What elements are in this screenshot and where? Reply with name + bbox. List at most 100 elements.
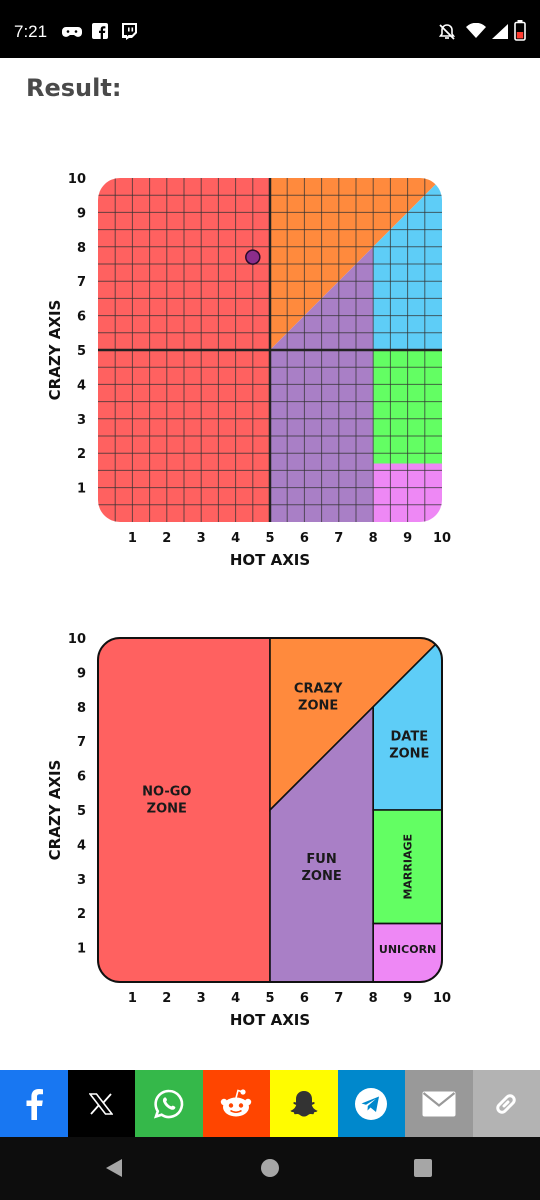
envelope-icon	[422, 1091, 456, 1116]
share-email-button[interactable]	[405, 1070, 473, 1137]
crazy-hot-zone-chart: NO-GO ZONE CRAZY ZONE FUN ZONE DATE ZONE MARRIAG…	[0, 620, 540, 1040]
zone-no-go-zone	[98, 638, 271, 982]
whatsapp-icon	[153, 1089, 184, 1119]
y-tick-label: 10	[68, 172, 86, 187]
share-facebook-button[interactable]	[0, 1070, 68, 1137]
share-reddit-button[interactable]	[202, 1070, 270, 1137]
x-tick-label: 10	[433, 531, 451, 546]
zone-label-group: UNICORN	[379, 943, 436, 956]
y-tick-label: 9	[77, 666, 86, 681]
y-tick-label: 6	[77, 770, 86, 785]
x-tick-label: 2	[162, 531, 171, 546]
y-tick-label: 7	[77, 275, 86, 290]
y-tick-label: 4	[77, 378, 86, 393]
snapchat-icon	[290, 1090, 318, 1116]
x-tick-label: 3	[197, 531, 206, 546]
x-tick-label: 1	[128, 991, 137, 1006]
y-tick-label: 6	[77, 310, 86, 325]
x-tick-label: 4	[231, 991, 240, 1006]
share-telegram-button[interactable]	[337, 1070, 405, 1137]
y-tick-label: 7	[77, 735, 86, 750]
share-copy-link-button[interactable]	[472, 1070, 540, 1137]
zone-label: UNICORN	[379, 943, 436, 956]
y-tick-label: 10	[68, 632, 86, 647]
x-tick-label: 7	[334, 531, 343, 546]
y-tick-label: 3	[77, 873, 86, 888]
x-tick-label: 3	[197, 991, 206, 1006]
zone-label: DATE	[391, 730, 429, 745]
zone-label: NO-GO	[142, 785, 191, 800]
x-tick-label: 8	[369, 991, 378, 1006]
facebook-icon	[26, 1088, 43, 1120]
share-bar	[0, 1070, 540, 1137]
zone-label: FUN	[306, 852, 336, 867]
game-controller-icon	[62, 27, 82, 37]
y-tick-label: 8	[77, 241, 86, 256]
zone-unicorn	[372, 922, 442, 982]
zone-label: ZONE	[147, 802, 187, 817]
y-axis-label: CRAZY AXIS	[46, 300, 64, 401]
x-tick-label: 8	[369, 531, 378, 546]
zone-label-group: FUN ZONE	[301, 852, 341, 884]
crazy-hot-grid-chart: 1 2 3 4 5 6 7 8 9 10 1 2 3 4 5 6 7 8 9 10 HOT AXIS CRAZY AXIS	[0, 160, 540, 580]
y-tick-label: 1	[77, 942, 86, 957]
x-axis-label: HOT AXIS	[230, 1011, 310, 1029]
x-tick-label: 1	[128, 531, 137, 546]
telegram-icon	[355, 1087, 388, 1120]
y-tick-label: 9	[77, 206, 86, 221]
wifi-icon	[466, 23, 486, 38]
x-tick-label: 10	[433, 991, 451, 1006]
signal-icon	[492, 24, 508, 39]
zone-label-group: DATE ZONE	[389, 730, 429, 762]
recents-icon[interactable]	[413, 1158, 433, 1178]
zone-label: ZONE	[298, 699, 338, 714]
y-tick-label: 2	[77, 907, 86, 922]
battery-icon	[514, 20, 526, 41]
x-tick-label: 7	[334, 991, 343, 1006]
grid-chart-svg: 1 2 3 4 5 6 7 8 9 10 1 2 3 4 5 6 7 8 9 10 HOT AXIS CRAZY AXIS	[46, 172, 451, 569]
y-tick-label: 3	[77, 413, 86, 428]
share-whatsapp-button[interactable]	[135, 1070, 203, 1137]
x-logo-icon	[89, 1092, 114, 1115]
y-tick-label: 1	[77, 482, 86, 497]
x-axis-label: HOT AXIS	[230, 551, 310, 569]
y-tick-label: 8	[77, 701, 86, 716]
result-heading: Result:	[26, 74, 122, 102]
bell-off-icon	[438, 24, 456, 40]
zone-label: CRAZY	[294, 682, 343, 697]
y-tick-label: 5	[77, 804, 86, 819]
status-time: 7:21	[14, 22, 48, 41]
zone-chart-svg: NO-GO ZONE CRAZY ZONE FUN ZONE DATE ZONE MARRIAG…	[46, 632, 451, 1029]
x-tick-label: 5	[265, 991, 274, 1006]
y-tick-label: 5	[77, 344, 86, 359]
home-icon[interactable]	[260, 1158, 280, 1178]
facebook-notification-icon	[92, 23, 108, 39]
plot-area	[98, 178, 442, 522]
zone-label-group: NO-GO ZONE	[142, 785, 191, 817]
x-tick-label: 6	[300, 531, 309, 546]
x-tick-label: 2	[162, 991, 171, 1006]
link-icon	[496, 1093, 516, 1114]
x-tick-label: 6	[300, 991, 309, 1006]
back-icon[interactable]	[104, 1158, 124, 1178]
y-axis-label: CRAZY AXIS	[46, 760, 64, 861]
zone-label: ZONE	[301, 869, 341, 884]
zone-label-group: CRAZY ZONE	[294, 682, 343, 714]
plot-area	[98, 638, 442, 982]
plot-border	[97, 637, 443, 983]
share-x-button[interactable]	[67, 1070, 135, 1137]
zone-label: ZONE	[389, 747, 429, 762]
twitch-notification-icon	[122, 23, 137, 40]
reddit-icon	[221, 1088, 252, 1116]
data-point	[245, 249, 261, 265]
x-tick-label: 9	[403, 991, 412, 1006]
status-bar: 7:21	[0, 0, 540, 58]
x-tick-label: 9	[403, 531, 412, 546]
zone-label: MARRIAGE	[401, 834, 414, 900]
share-snapchat-button[interactable]	[270, 1070, 338, 1137]
x-tick-label: 5	[265, 531, 274, 546]
navigation-bar	[0, 1137, 540, 1200]
x-tick-label: 4	[231, 531, 240, 546]
y-tick-label: 2	[77, 447, 86, 462]
zone-label-group: MARRIAGE	[401, 834, 414, 900]
